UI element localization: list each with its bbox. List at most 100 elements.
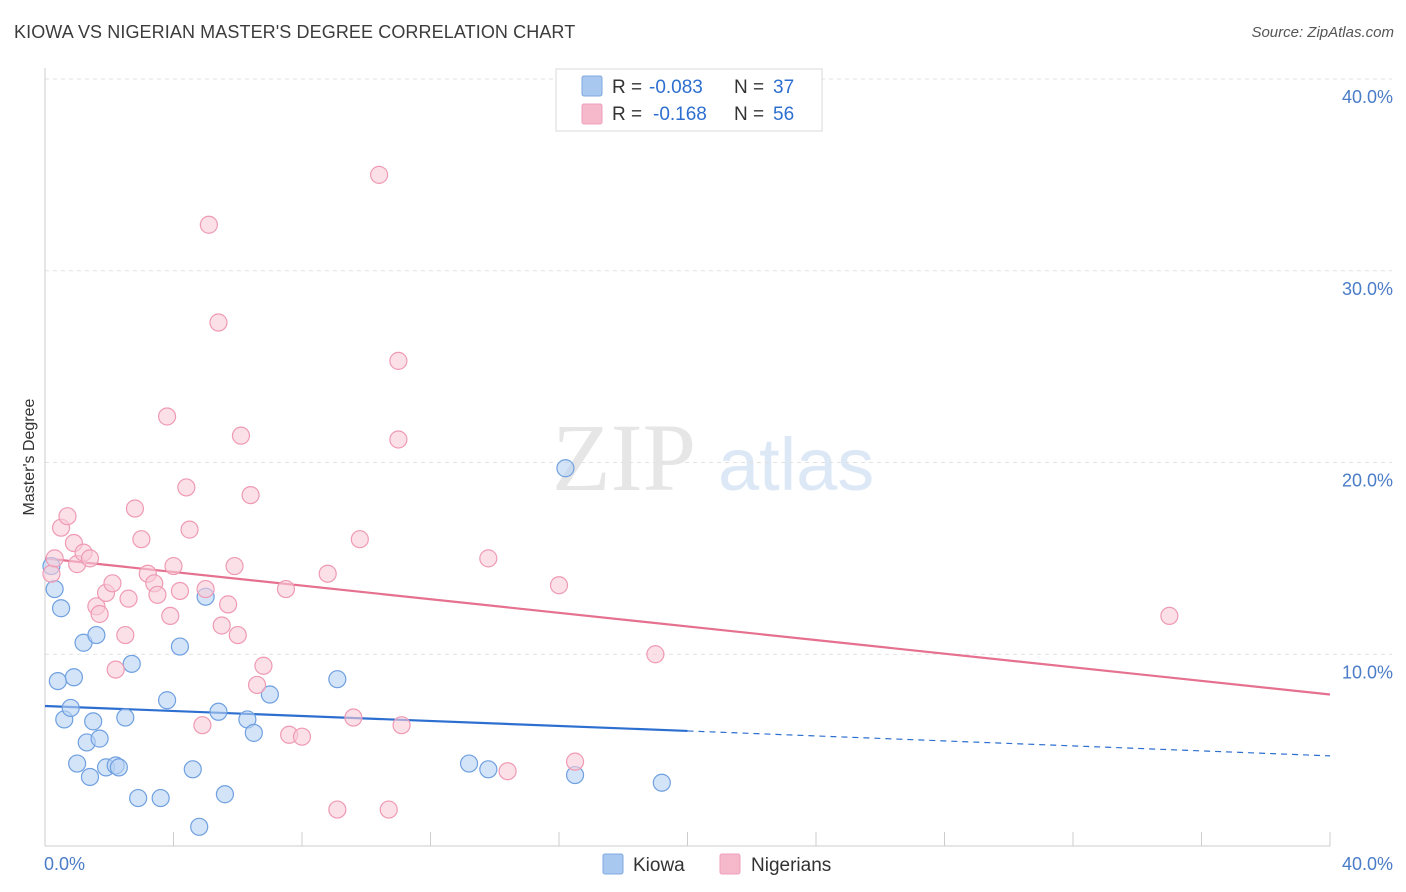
watermark-zip: ZIP [552,404,696,511]
y-tick-label-30: 30.0% [1342,279,1393,299]
point-kiowa [215,785,234,804]
x-tick-label-min: 0.0% [44,854,85,874]
y-tick-label-20: 20.0% [1342,471,1393,491]
point-nigerians [1160,606,1179,626]
point-nigerians [209,313,228,332]
x-ticks [44,832,1331,846]
point-nigerians [276,579,296,599]
point-nigerians [180,520,199,539]
point-kiowa [64,668,84,687]
legend-n-label-kiowa: N = [734,77,764,98]
point-kiowa [51,599,71,618]
trend-line-extension-kiowa [687,730,1331,757]
point-nigerians [212,616,231,635]
point-nigerians [479,549,498,568]
point-nigerians [379,800,398,819]
legend-r-value-nigerians: -0.168 [653,104,707,125]
point-nigerians [106,660,125,679]
data-points [42,165,1179,836]
point-kiowa [61,698,80,718]
point-nigerians [318,564,337,583]
point-nigerians [116,625,135,645]
point-kiowa [170,637,190,656]
point-kiowa [45,579,64,599]
point-nigerians [199,215,218,234]
watermark: ZIP atlas [552,404,874,511]
point-nigerians [392,716,411,735]
legend-n-value-kiowa: 37 [773,77,794,98]
legend-r-label-nigerians: R = [612,104,642,125]
point-nigerians [161,606,180,626]
y-axis-label: Master's Degree [21,398,38,515]
legend-n-value-nigerians: 56 [773,104,794,125]
point-kiowa [244,723,263,742]
point-nigerians [292,727,312,746]
point-nigerians [157,407,177,426]
point-kiowa [87,625,106,645]
bottom-legend-label-nigerians: Nigerians [751,855,831,876]
point-nigerians [58,507,77,526]
legend-r-label-kiowa: R = [612,77,642,98]
point-nigerians [196,579,215,599]
legend-box: R = -0.083 N = 37 R = -0.168 N = 56 [555,68,823,132]
point-nigerians [549,576,569,595]
source-label: Source: ZipAtlas.com [1251,24,1394,41]
point-kiowa [260,685,279,704]
point-nigerians [565,752,585,771]
point-nigerians [90,604,109,624]
point-kiowa [151,788,170,808]
point-nigerians [132,530,151,549]
point-kiowa [129,788,148,808]
x-tick-label-max: 40.0% [1342,854,1393,874]
bottom-legend: Kiowa Nigerians [602,853,831,876]
point-nigerians [170,581,190,601]
point-nigerians [225,556,244,576]
trend-line-kiowa [44,704,688,733]
point-nigerians [193,716,212,735]
point-kiowa [68,754,87,773]
point-nigerians [103,574,122,593]
point-nigerians [164,556,183,576]
watermark-atlas: atlas [718,423,874,506]
point-kiowa [116,708,135,727]
bottom-legend-label-kiowa: Kiowa [633,855,685,876]
point-nigerians [646,645,665,664]
point-kiowa [48,671,67,691]
point-kiowa [328,670,347,689]
point-kiowa [190,817,209,836]
legend-swatch-kiowa [581,75,603,97]
y-tick-label-40: 40.0% [1342,87,1393,107]
point-nigerians [254,656,273,675]
chart-title: KIOWA VS NIGERIAN MASTER'S DEGREE CORREL… [14,22,576,42]
point-kiowa [652,773,671,792]
trend-lines [44,557,1331,757]
y-tick-label-10: 10.0% [1342,662,1393,682]
point-kiowa [84,712,103,731]
point-kiowa [122,654,141,673]
point-nigerians [247,675,267,695]
point-nigerians [231,426,251,445]
point-nigerians [241,485,260,505]
legend-n-label-nigerians: N = [734,104,764,125]
point-kiowa [183,760,202,779]
point-nigerians [389,430,408,449]
point-kiowa [209,702,228,721]
point-nigerians [177,478,196,497]
legend-r-value-kiowa: -0.083 [649,77,703,98]
point-nigerians [350,530,369,549]
point-kiowa [157,691,177,710]
point-kiowa [109,758,128,777]
bottom-legend-swatch-kiowa [602,853,624,875]
point-kiowa [80,767,100,787]
bottom-legend-swatch-nigerians [719,853,741,875]
point-nigerians [344,708,363,727]
point-nigerians [119,589,138,608]
trend-line-nigerians [44,557,1331,696]
point-nigerians [498,762,517,781]
point-nigerians [328,800,347,819]
point-nigerians [42,564,61,583]
point-kiowa [556,459,575,478]
point-kiowa [479,760,498,779]
point-nigerians [228,625,247,645]
